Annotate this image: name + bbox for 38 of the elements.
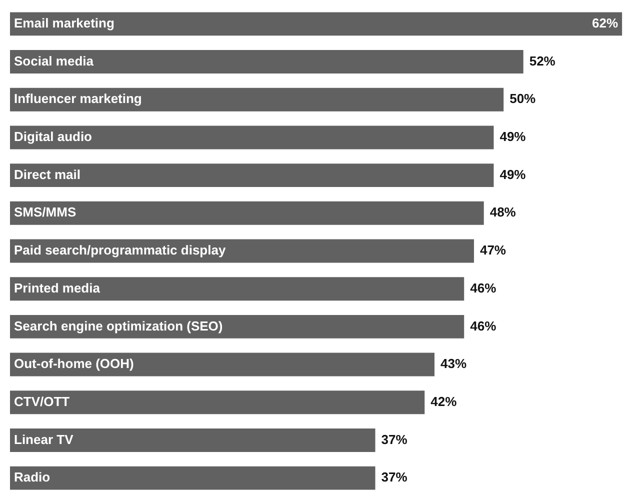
data-label: 47% [480,242,506,258]
y-tick-label: Search engine optimization (SEO) [14,318,223,334]
y-tick-label: Printed media [14,280,101,296]
bar [10,12,622,36]
y-tick-label: CTV/OTT [14,394,70,409]
bar [10,277,464,301]
y-tick-label: Direct mail [14,166,80,182]
data-label: 49% [500,129,526,144]
bar [10,390,425,414]
y-tick-label: Paid search/programmatic display [14,242,226,258]
bar [10,201,484,225]
data-label: 37% [381,470,408,485]
data-label: 48% [490,204,516,220]
data-label: 62% [592,16,618,30]
bar [10,164,494,188]
y-tick-label: Out-of-home (OOH) [14,356,134,372]
data-label: 49% [500,166,526,182]
y-tick-label: Linear TV [14,432,74,447]
data-label: 46% [470,318,497,334]
y-tick-label: Influencer marketing [14,91,142,106]
data-label: 37% [381,432,408,447]
bar [10,126,494,150]
data-label: 43% [440,356,467,372]
bar [10,352,434,376]
bar [10,428,376,452]
y-tick-label: Email marketing [14,16,114,30]
bar [10,466,376,490]
data-label: 50% [510,91,536,106]
bar [10,88,504,112]
data-label: 46% [470,280,497,296]
y-tick-label: Social media [14,53,94,68]
y-tick-label: Digital audio [14,129,92,144]
bar [10,50,524,74]
y-tick-label: Radio [14,470,50,485]
y-tick-label: SMS/MMS [14,204,76,220]
data-label: 42% [430,394,458,409]
data-label: 52% [529,53,556,68]
bar [10,314,464,338]
